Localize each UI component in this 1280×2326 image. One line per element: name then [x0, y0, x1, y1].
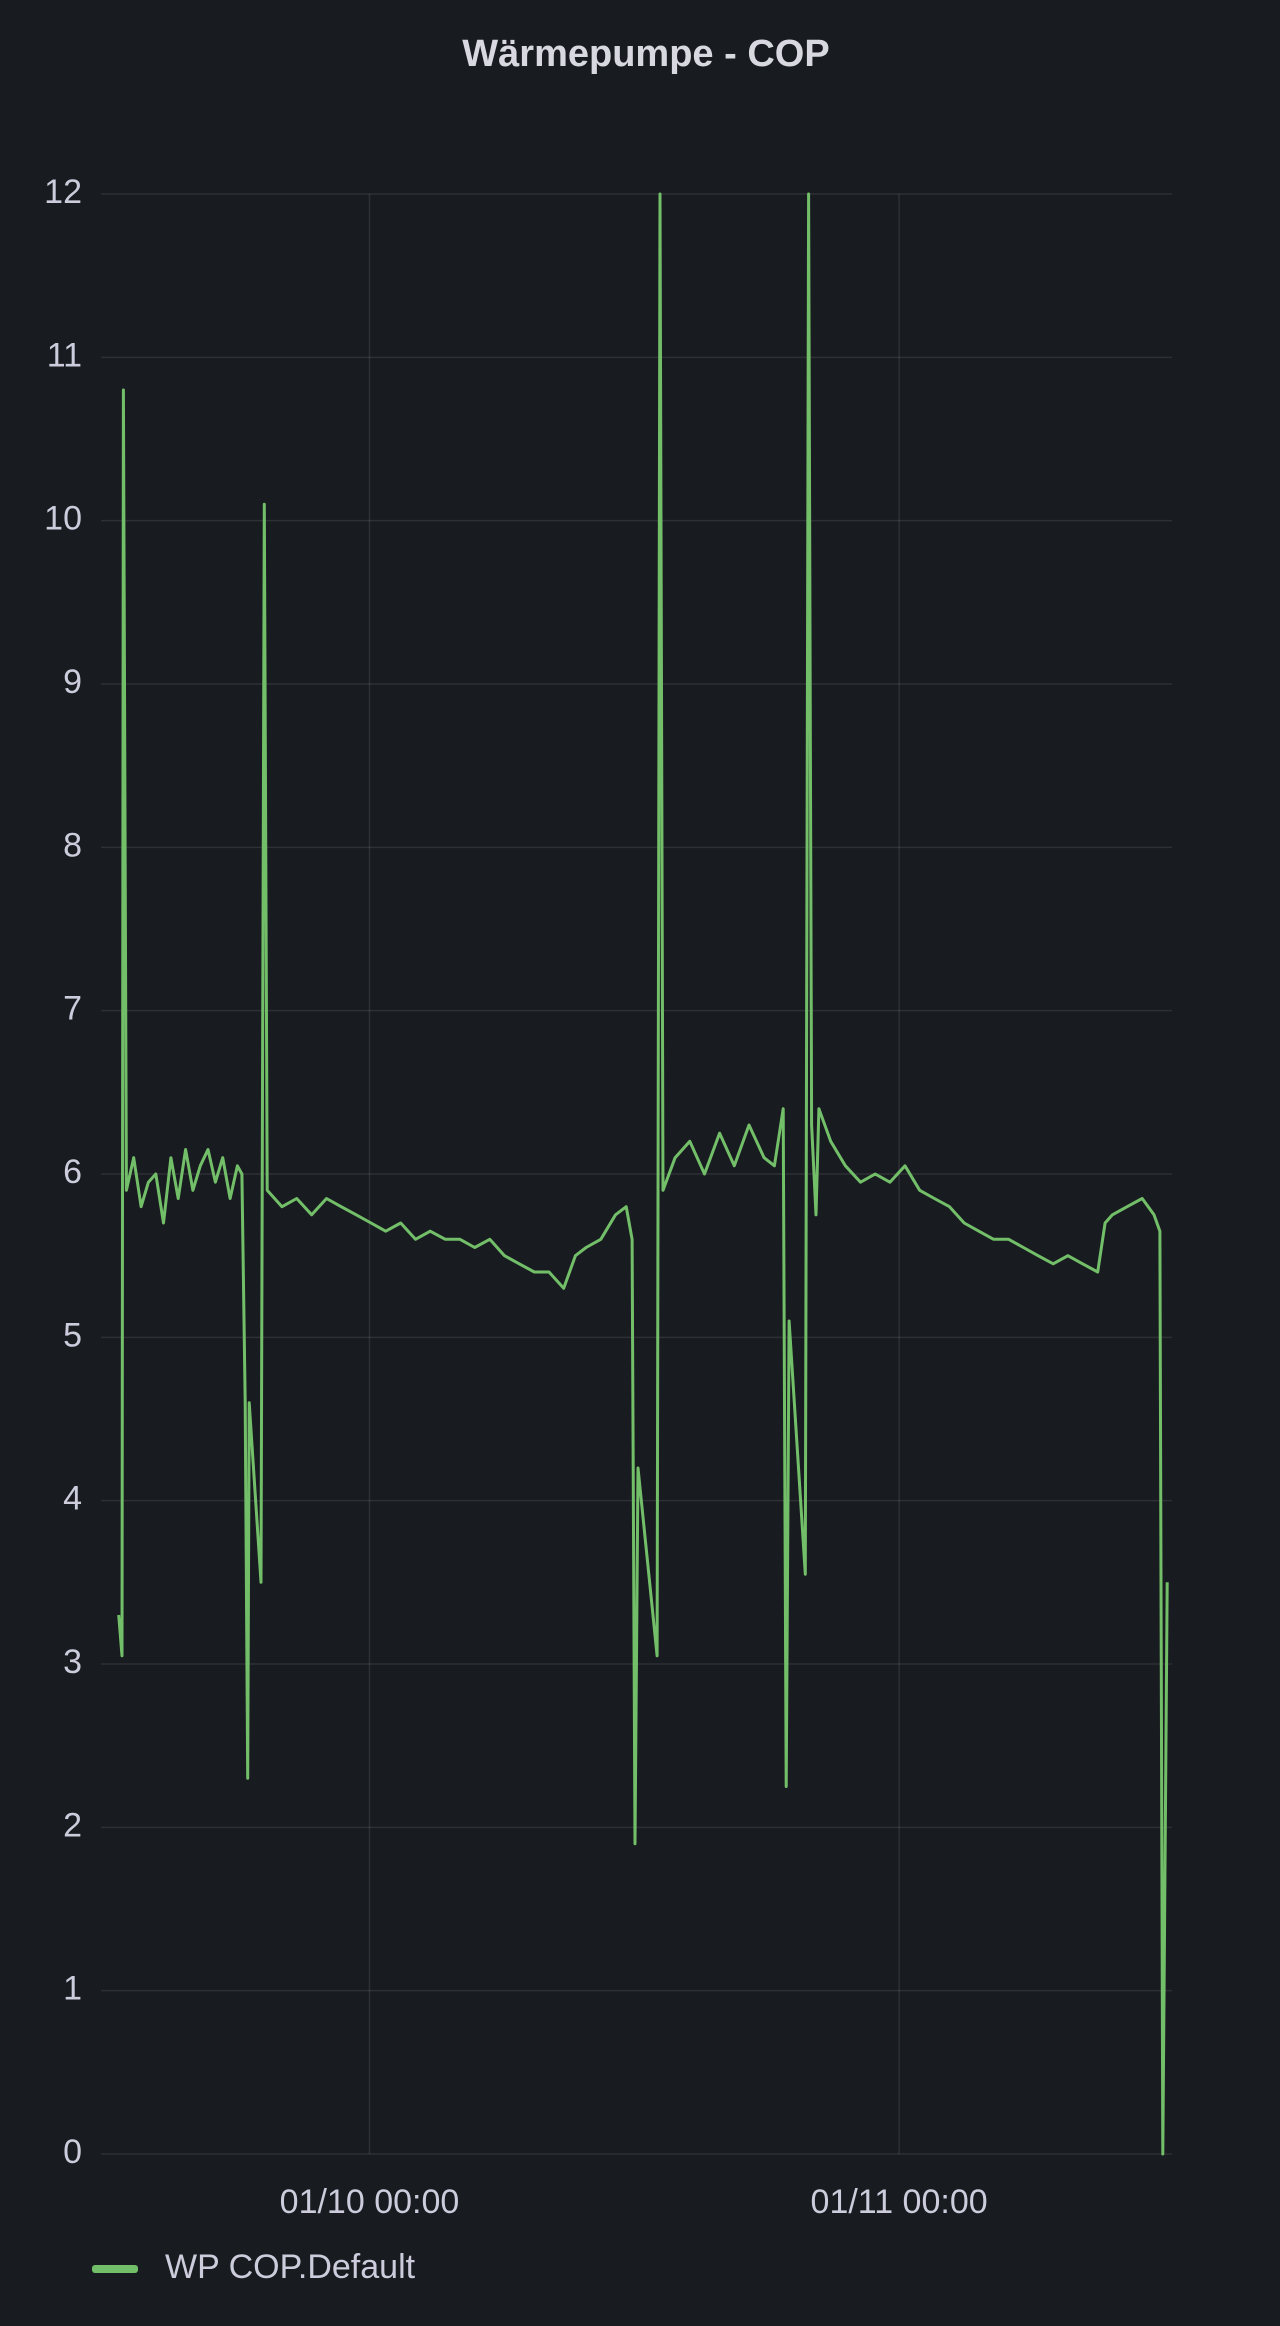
- y-tick-label: 6: [63, 1153, 82, 1191]
- legend-label: WP COP.Default: [165, 2248, 416, 2286]
- legend-swatch: [92, 2265, 138, 2273]
- y-tick-label: 0: [63, 2133, 82, 2171]
- y-tick-label: 4: [63, 1480, 82, 1518]
- x-tick-label: 01/10 00:00: [280, 2183, 460, 2221]
- y-tick-label: 2: [63, 1806, 82, 1844]
- y-tick-label: 11: [47, 336, 82, 374]
- chart-title: Wärmepumpe - COP: [462, 33, 829, 75]
- y-tick-label: 5: [63, 1316, 82, 1354]
- y-tick-label: 1: [63, 1970, 82, 2008]
- y-tick-label: 8: [63, 826, 82, 864]
- series-line: [117, 192, 1169, 2156]
- y-tick-label: 7: [63, 990, 82, 1028]
- x-tick-label: 01/11 00:00: [811, 2183, 988, 2221]
- plot-area: [117, 192, 1169, 2156]
- y-tick-label: 12: [44, 173, 82, 211]
- y-tick-label: 3: [63, 1643, 82, 1681]
- y-tick-label: 9: [63, 663, 82, 701]
- y-tick-label: 10: [44, 500, 82, 538]
